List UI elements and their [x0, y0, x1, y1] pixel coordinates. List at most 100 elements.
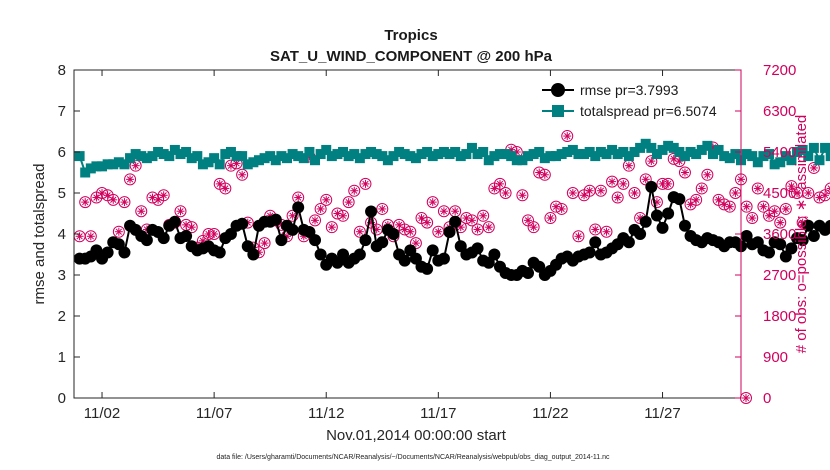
totalspread-point [601, 149, 612, 160]
totalspread-point [304, 147, 315, 157]
obs-possible-point [219, 182, 232, 195]
x-tick-label: 11/02 [84, 405, 120, 422]
totalspread-point [702, 140, 713, 151]
totalspread-point [741, 149, 752, 160]
totalspread-point [113, 157, 124, 168]
obs-possible-point [594, 184, 607, 197]
rmse-point [387, 228, 400, 240]
rmse-point [650, 209, 663, 222]
obs-possible-point [118, 196, 131, 209]
totalspread-point [539, 153, 550, 164]
obs-possible-point [611, 191, 624, 204]
y-axis-left: 0 1 2 3 4 5 6 7 8 [58, 62, 80, 407]
obs-possible-point [107, 193, 120, 206]
totalspread-point [248, 157, 259, 168]
legend-label-totalspread: totalspread pr=6.5074 [580, 103, 717, 119]
totalspread-point [270, 155, 281, 166]
totalspread-point [259, 153, 270, 164]
obs-possible-point [465, 214, 478, 227]
obs-assimilated-point [630, 189, 639, 197]
obs-possible-point [746, 212, 759, 225]
totalspread-point [237, 151, 248, 162]
obs-possible-point [314, 202, 327, 215]
obs-assimilated-point [294, 193, 303, 202]
rmse-point [213, 246, 226, 259]
obs-assimilated-point [608, 177, 617, 186]
obs-possible-point [757, 200, 770, 213]
totalspread-point [97, 161, 108, 172]
totalspread-point [517, 155, 528, 166]
totalspread-point [545, 151, 556, 162]
y-axis-right: 0 900 1800 2700 3600 4500 5400 6300 7200 [735, 62, 796, 407]
obs-possible-point [807, 161, 820, 174]
totalspread-point [192, 151, 203, 162]
obs-assimilated-point [322, 195, 331, 204]
obs-assimilated-point [574, 232, 583, 241]
totalspread-point [438, 147, 449, 157]
obs-possible-point [516, 189, 529, 202]
obs-possible-point [185, 221, 198, 234]
totalspread-point [595, 147, 606, 157]
totalspread-point [349, 149, 360, 160]
obs-possible-point [471, 223, 484, 236]
totalspread-point [764, 149, 775, 160]
obs-assimilated-point [75, 232, 84, 241]
obs-assimilated-point [210, 230, 219, 238]
totalspread-point [696, 144, 707, 155]
obs-possible-point [348, 184, 361, 197]
totalspread-point [427, 151, 438, 162]
totalspread-point [231, 151, 242, 162]
obs-assimilated-point [484, 223, 493, 232]
rmse-point [292, 201, 305, 214]
totalspread-point [724, 153, 735, 164]
totalspread-point [567, 144, 578, 155]
totalspread-point [169, 144, 180, 155]
obs-possible-point [566, 187, 579, 199]
obs-possible-point [802, 187, 815, 199]
totalspread-point [780, 151, 791, 162]
obs-possible-point [572, 230, 585, 243]
obs-assimilated-point [311, 216, 320, 225]
totalspread-point [663, 140, 674, 151]
totalspread-point [108, 159, 119, 170]
obs-possible-point [499, 187, 512, 199]
totalspread-point [130, 149, 141, 160]
totalspread-point [265, 151, 276, 162]
obs-assimilated-point [703, 170, 712, 179]
obs-zero-asterisk [742, 394, 750, 402]
rmse-point [247, 248, 260, 261]
totalspread-point [534, 147, 545, 157]
rmse-point [157, 232, 170, 245]
obs-assimilated-point [596, 186, 605, 195]
totalspread-point [281, 153, 292, 164]
obs-count-markers [73, 130, 830, 404]
totalspread-point [399, 149, 410, 160]
totalspread-series [74, 138, 830, 178]
rmse-point [589, 236, 602, 249]
obs-assimilated-point [641, 175, 650, 184]
totalspread-point [422, 147, 433, 157]
x-tick-label: 11/27 [644, 405, 680, 422]
obs-possible-point [129, 159, 142, 172]
obs-assimilated-point [787, 182, 796, 191]
rmse-point [656, 221, 669, 234]
obs-assimilated-point [126, 175, 135, 184]
obs-possible-point [404, 225, 417, 238]
totalspread-point [91, 161, 102, 172]
obs-assimilated-point [495, 179, 504, 188]
obs-assimilated-point [339, 211, 348, 220]
rmse-point [314, 248, 327, 261]
totalspread-point [203, 157, 214, 168]
totalspread-point [612, 149, 623, 160]
y-tick-label: 2 [58, 308, 66, 325]
rmse-point [774, 238, 787, 251]
obs-assimilated-point [742, 202, 751, 211]
totalspread-point [618, 147, 629, 157]
obs-assimilated-point [406, 227, 415, 236]
obs-assimilated-point [557, 204, 566, 213]
obs-possible-point [650, 196, 663, 209]
obs-possible-point [678, 166, 691, 179]
totalspread-point [147, 151, 158, 162]
y-tick-label: 4 [58, 226, 66, 243]
totalspread-point [707, 149, 718, 160]
